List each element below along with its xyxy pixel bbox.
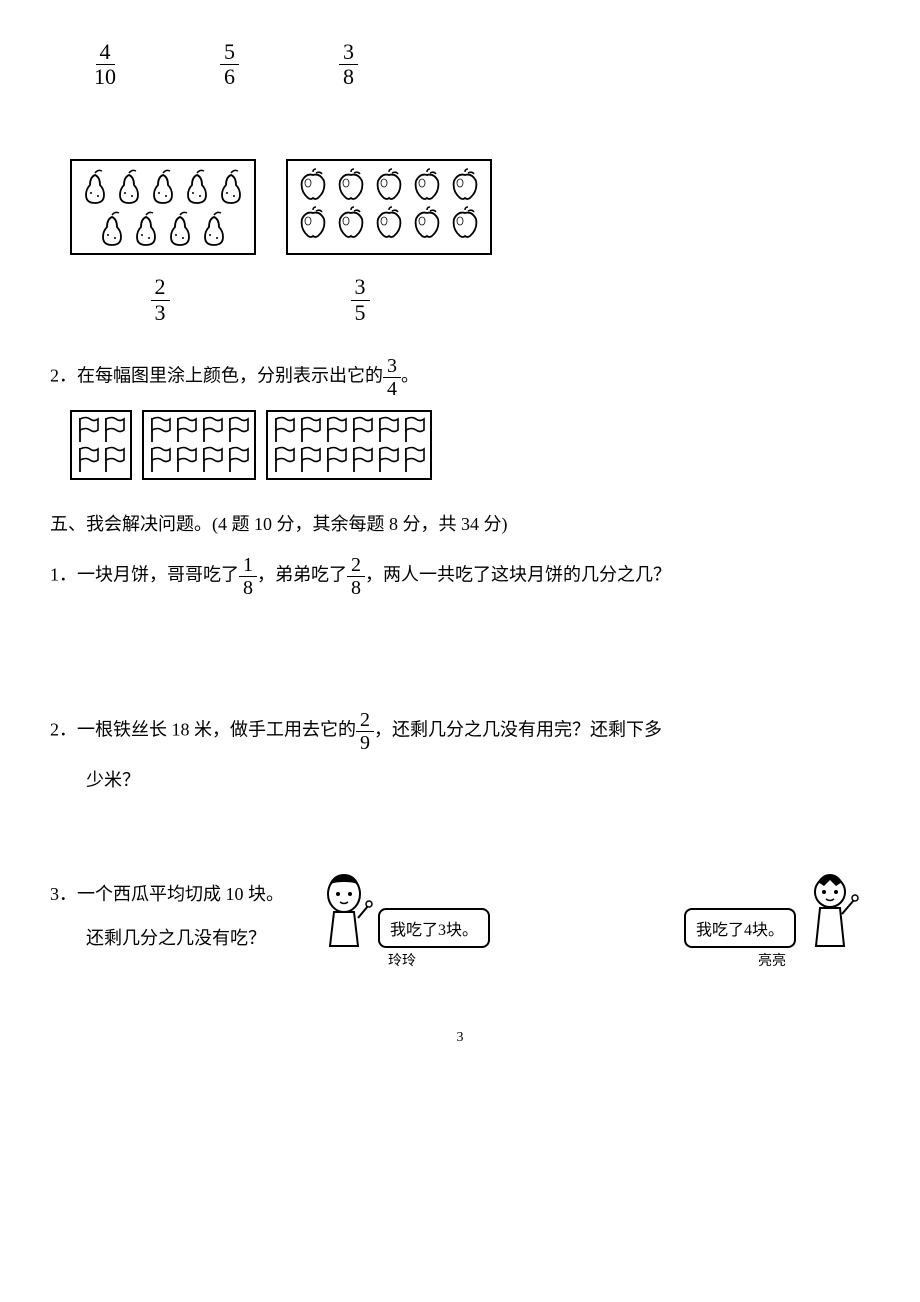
flag-boxes-row — [70, 410, 870, 480]
question-text: 2．在每幅图里涂上颜色，分别表示出它的 — [50, 365, 383, 385]
section-5-heading: 五、我会解决问题。(4 题 10 分，其余每题 8 分，共 34 分) — [50, 510, 870, 536]
problem-3-figure: 我吃了3块。 玲玲 我吃了4块。 亮亮 — [304, 868, 870, 970]
fraction: 5 6 — [220, 40, 239, 89]
flag-icon — [226, 416, 250, 444]
boy-icon — [800, 868, 860, 948]
person-lingling: 我吃了3块。 玲玲 — [314, 868, 490, 970]
flag-icon — [148, 416, 172, 444]
question-text: 。 — [401, 365, 419, 385]
person-name: 玲玲 — [388, 950, 416, 970]
fraction: 4 10 — [90, 40, 120, 89]
flag-box — [70, 410, 132, 480]
pear-icon — [97, 209, 127, 247]
flag-icon — [376, 416, 400, 444]
flag-icon — [76, 416, 100, 444]
pear-icon — [80, 167, 110, 205]
flag-icon — [298, 446, 322, 474]
fruit-boxes-row — [70, 159, 870, 255]
apple-icon — [448, 167, 482, 201]
flag-icon — [272, 446, 296, 474]
flag-icon — [324, 416, 348, 444]
pear-icon — [148, 167, 178, 205]
apple-icon — [296, 205, 330, 239]
apple-icon — [372, 205, 406, 239]
apple-icon — [410, 167, 444, 201]
pear-icon — [165, 209, 195, 247]
flag-icon — [298, 416, 322, 444]
fraction: 3 5 — [351, 275, 370, 324]
bubble-text: 我吃了3块。 — [390, 922, 478, 939]
flag-icon — [324, 446, 348, 474]
speech-bubble-2: 我吃了4块。 — [684, 908, 796, 948]
flag-icon — [350, 446, 374, 474]
flag-box — [142, 410, 256, 480]
flag-box — [266, 410, 432, 480]
fruit-fraction-labels: 2 3 3 5 — [70, 275, 870, 324]
apple-box — [286, 159, 492, 255]
flag-icon — [148, 446, 172, 474]
problem-3-line1: 3．一个西瓜平均切成 10 块。 — [50, 876, 284, 912]
girl-icon — [314, 868, 374, 948]
apple-icon — [372, 167, 406, 201]
problem-text: 1．一块月饼，哥哥吃了 — [50, 564, 239, 584]
flag-icon — [76, 446, 100, 474]
flag-icon — [376, 446, 400, 474]
person-name: 亮亮 — [758, 950, 786, 970]
fraction: 3 4 — [383, 355, 401, 400]
problem-3-line2: 还剩几分之几没有吃？ — [86, 920, 284, 956]
fraction: 1 8 — [239, 554, 257, 599]
pear-icon — [131, 209, 161, 247]
question-2: 2．在每幅图里涂上颜色，分别表示出它的 3 4 。 — [50, 355, 870, 400]
pear-box — [70, 159, 256, 255]
pear-icon — [216, 167, 246, 205]
apple-icon — [296, 167, 330, 201]
flag-icon — [174, 416, 198, 444]
problem-text: 少米？ — [86, 770, 140, 790]
problem-text: ，两人一共吃了这块月饼的几分之几？ — [365, 564, 671, 584]
flag-icon — [200, 446, 224, 474]
problem-text: ，弟弟吃了 — [257, 564, 347, 584]
person-liangliang: 我吃了4块。 亮亮 — [684, 868, 860, 970]
fraction: 2 9 — [356, 709, 374, 754]
fraction: 2 3 — [151, 275, 170, 324]
bubble-text: 我吃了4块。 — [696, 922, 784, 939]
flag-icon — [200, 416, 224, 444]
flag-icon — [226, 446, 250, 474]
apple-icon — [448, 205, 482, 239]
page-number: 3 — [50, 1030, 870, 1046]
problem-text: 2．一根铁丝长 18 米，做手工用去它的 — [50, 719, 356, 739]
problem-text: ，还剩几分之几没有用完？还剩下多 — [374, 719, 662, 739]
flag-icon — [102, 416, 126, 444]
problem-1: 1．一块月饼，哥哥吃了 1 8 ，弟弟吃了 2 8 ，两人一共吃了这块月饼的几分… — [50, 554, 870, 599]
flag-icon — [402, 416, 426, 444]
heading-text: 五、我会解决问题。(4 题 10 分，其余每题 8 分，共 34 分) — [50, 514, 508, 534]
top-fraction-row: 4 10 5 6 3 8 — [90, 40, 870, 89]
apple-icon — [334, 167, 368, 201]
apple-icon — [334, 205, 368, 239]
flag-icon — [350, 416, 374, 444]
apple-icon — [410, 205, 444, 239]
flag-icon — [272, 416, 296, 444]
pear-icon — [114, 167, 144, 205]
problem-2: 2．一根铁丝长 18 米，做手工用去它的 2 9 ，还剩几分之几没有用完？还剩下… — [50, 709, 870, 754]
fraction: 3 8 — [339, 40, 358, 89]
problem-text: 还剩几分之几没有吃？ — [86, 928, 266, 948]
fraction: 2 8 — [347, 554, 365, 599]
problem-2-cont: 少米？ — [86, 762, 870, 798]
flag-icon — [174, 446, 198, 474]
pear-icon — [182, 167, 212, 205]
flag-icon — [402, 446, 426, 474]
flag-icon — [102, 446, 126, 474]
problem-3: 3．一个西瓜平均切成 10 块。 还剩几分之几没有吃？ 我吃了3块。 — [50, 868, 870, 970]
speech-bubble-1: 我吃了3块。 — [378, 908, 490, 948]
problem-text: 3．一个西瓜平均切成 10 块。 — [50, 884, 284, 904]
pear-icon — [199, 209, 229, 247]
